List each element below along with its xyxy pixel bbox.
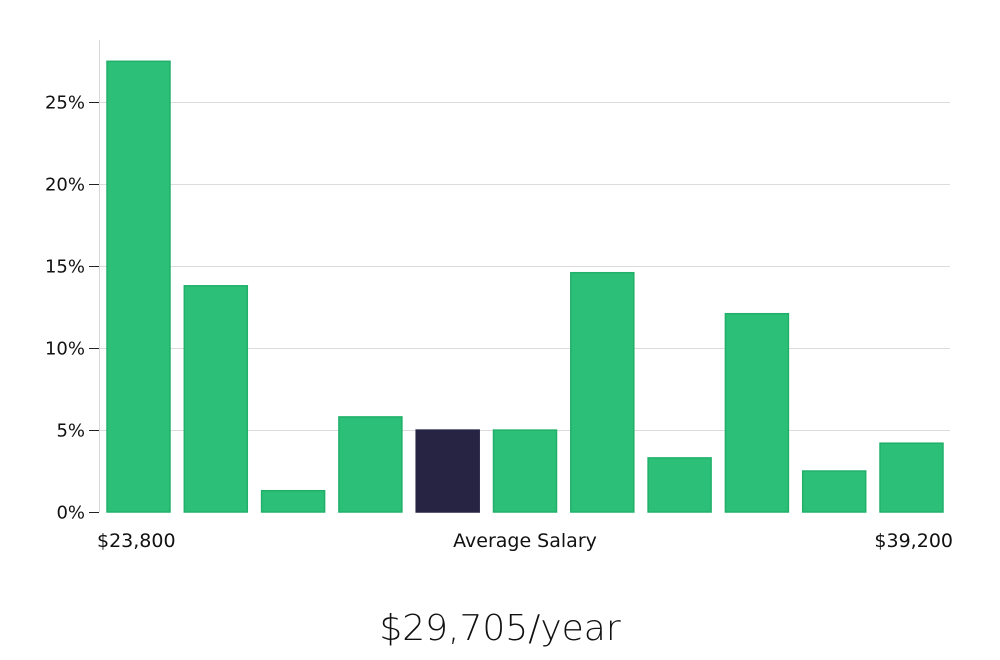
bar — [724, 312, 790, 513]
bar — [570, 271, 635, 513]
y-tick-label: 10% — [45, 339, 85, 360]
y-tick-label: 0% — [56, 503, 85, 524]
y-tick-label: 25% — [45, 93, 85, 114]
bar — [260, 489, 326, 513]
bars — [106, 60, 944, 513]
bar — [879, 442, 944, 513]
x-axis-max-label: $39,200 — [874, 530, 953, 552]
y-tick-label: 20% — [45, 175, 85, 196]
y-axis: 0% 5% 10% 15% 20% 25% — [45, 93, 99, 524]
salary-distribution-chart: 0%5%10%15%20%25% $23,800 Average Salary … — [45, 40, 953, 552]
bar — [647, 457, 712, 513]
x-axis-min-label: $23,800 — [97, 530, 176, 552]
bar — [106, 60, 171, 513]
bar — [183, 285, 249, 513]
average-salary-value: $29,705/year — [379, 608, 621, 649]
bar — [338, 416, 403, 513]
y-tick-label: 5% — [56, 421, 85, 442]
y-tick-label: 15% — [45, 257, 85, 278]
x-axis-center-label: Average Salary — [453, 530, 597, 552]
bar-average-salary — [415, 429, 480, 513]
bar — [492, 429, 558, 513]
bar — [801, 470, 867, 513]
